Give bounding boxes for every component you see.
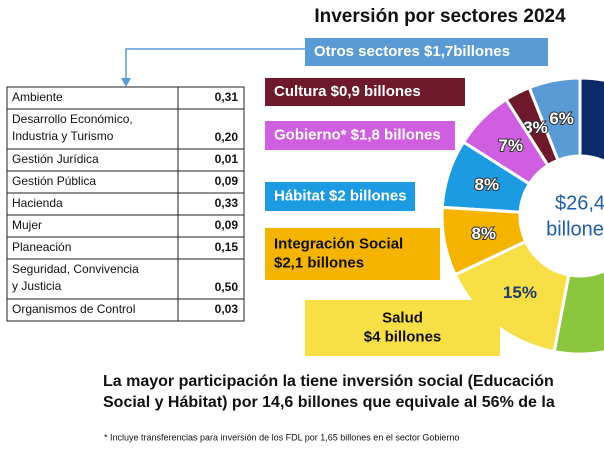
table-cell <box>177 108 245 150</box>
table-name: Mujer <box>12 218 42 232</box>
donut-segment <box>440 205 528 277</box>
table-value: 0,03 <box>215 302 239 316</box>
labels: Otros sectores $1,7billones Cultura $0,9 … <box>265 38 548 356</box>
table-value: 0,50 <box>215 280 239 294</box>
table-name: Organismos de Control <box>12 302 135 316</box>
sector-label: Hábitat $2 billones <box>274 187 407 204</box>
arrow-head <box>121 78 131 87</box>
label-box <box>305 300 500 356</box>
percent-label: 8% <box>471 224 496 243</box>
table-cell <box>6 258 179 300</box>
donut-segment <box>461 97 550 186</box>
sector-label: Salud <box>382 309 423 326</box>
sector-label: $2,1 billones <box>274 254 364 271</box>
percent-label: 8% <box>475 175 500 194</box>
center-label: billones <box>546 218 604 240</box>
donut-decor <box>578 76 604 163</box>
table-value: 0,01 <box>215 152 239 166</box>
table-value: 0,31 <box>215 90 239 104</box>
label-box <box>265 228 440 280</box>
table-name: Seguridad, Convivencia <box>12 262 139 276</box>
table-name: Gestión Pública <box>12 174 96 188</box>
percent-label: 6% <box>549 109 574 128</box>
table-name: Industria y Turismo <box>12 129 114 143</box>
table-cell <box>177 258 245 300</box>
sector-label: Integración Social <box>274 235 403 252</box>
label-box <box>265 182 415 211</box>
table-name: Planeación <box>12 240 71 254</box>
table-name: Gestión Jurídica <box>12 152 99 166</box>
table-name: Desarrollo Económico, <box>12 112 133 126</box>
table-cell <box>6 108 179 150</box>
conclusion-line: La mayor participación la tiene inversió… <box>103 373 554 390</box>
percent-label: 7% <box>498 136 523 155</box>
center-label: $26,4 <box>555 192 604 214</box>
donut-segment <box>440 139 532 214</box>
label-box <box>265 78 465 106</box>
sector-label: Otros sectores $1,7billones <box>314 43 510 60</box>
table-value: 0,20 <box>215 130 239 144</box>
donut-segment <box>527 76 582 163</box>
table-value: 0,33 <box>215 196 239 210</box>
label-box <box>305 38 548 66</box>
table-value: 0,09 <box>215 174 239 188</box>
percent-label: 15% <box>503 283 537 302</box>
table-cell <box>177 298 245 322</box>
connector <box>125 48 305 80</box>
footnote: * Incluye transferencias para inversión … <box>104 432 459 442</box>
sector-label: $4 billones <box>364 328 442 345</box>
title: Inversión por sectores 2024 <box>314 6 566 27</box>
conclusion-line: Social y Hábitat) por 14,6 billones que … <box>103 394 555 411</box>
table-name: Ambiente <box>12 90 63 104</box>
table-name: y Justicia <box>12 279 62 293</box>
donut-segment <box>453 239 571 354</box>
table-value: 0,15 <box>215 240 239 254</box>
sector-label: Cultura $0,9 billones <box>274 83 421 100</box>
label-box <box>265 121 455 150</box>
table-name: Hacienda <box>12 196 63 210</box>
table: Ambiente 0,31 Desarrollo Económico, Industr… <box>6 86 245 322</box>
sector-label: Gobierno* $1,8 billones <box>274 126 441 143</box>
table-value: 0,09 <box>215 218 239 232</box>
